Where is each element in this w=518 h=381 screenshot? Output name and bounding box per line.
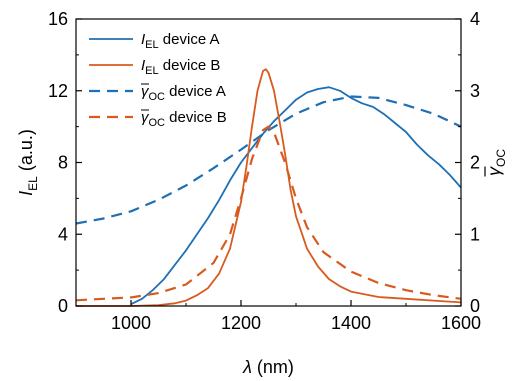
svg-text:γOC device A: γOC device A: [141, 83, 226, 103]
y-left-axis-label: IEL (a.u.): [16, 129, 40, 196]
y-right-tick-label: 0: [470, 296, 480, 316]
y-left-tick-label: 8: [58, 153, 68, 173]
legend-entry-1: IEL device B: [141, 57, 220, 77]
series-layer: [75, 68, 462, 307]
series-line-3: [75, 125, 462, 302]
x-tick-label: 1400: [331, 313, 371, 333]
series-line-1: [76, 68, 462, 307]
y-right-axis-label: γOC: [484, 149, 508, 177]
svg-text:γOC device B: γOC device B: [141, 109, 227, 129]
series-line-2: [75, 95, 462, 225]
y-right-tick-label: 4: [470, 9, 480, 29]
y-left-tick-label: 12: [48, 81, 68, 101]
y-right-tick-label: 3: [470, 81, 480, 101]
x-tick-label: 1000: [111, 313, 151, 333]
svg-text:IEL device A: IEL device A: [141, 31, 220, 51]
x-tick-label: 1600: [441, 313, 481, 333]
y-right-tick-label: 2: [470, 153, 480, 173]
legend-entry-0: IEL device A: [141, 31, 220, 51]
plot-frame: [75, 18, 462, 307]
y-left-tick-label: 4: [58, 224, 68, 244]
svg-text:IEL device B: IEL device B: [141, 57, 220, 77]
x-tick-label: 1200: [221, 313, 261, 333]
legend-entry-2: γOC device A: [141, 83, 226, 103]
series-line-0: [130, 86, 462, 306]
y-left-tick-label: 16: [48, 9, 68, 29]
y-left-tick-label: 0: [58, 296, 68, 316]
ticks-layer: [75, 18, 462, 307]
legend: IEL device A IEL device B γOC device A γOC …: [89, 31, 227, 129]
svg-text:γOC: γOC: [484, 149, 508, 176]
x-axis-label: λ (nm): [242, 357, 294, 377]
legend-entry-3: γOC device B: [141, 109, 227, 129]
y-right-tick-label: 1: [470, 224, 480, 244]
